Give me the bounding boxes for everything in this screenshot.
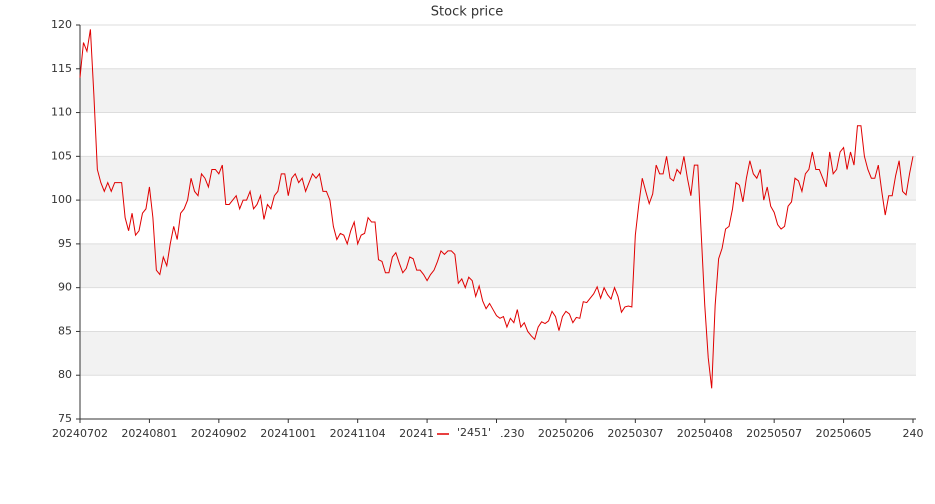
x-tick-label: 20250605: [816, 427, 872, 440]
y-tick-label: 105: [51, 149, 72, 162]
x-tick-label: 20250507: [746, 427, 802, 440]
x-tick-label: 20250307: [607, 427, 663, 440]
grid-band: [80, 331, 916, 376]
y-tick-label: 115: [51, 62, 72, 75]
y-tick-label: 95: [58, 237, 72, 250]
y-tick-label: 100: [51, 193, 72, 206]
chart-title: Stock price: [431, 5, 503, 20]
grid-band: [80, 68, 916, 113]
y-tick-label: 85: [58, 324, 72, 337]
legend: '2451': [433, 425, 501, 441]
legend-box: [433, 425, 501, 441]
y-tick-label: 80: [58, 368, 72, 381]
y-tick-label: 120: [51, 18, 72, 31]
y-tick-label: 90: [58, 281, 72, 294]
x-tick-label: 20250408: [677, 427, 733, 440]
y-tick-label: 110: [51, 106, 72, 119]
x-tick-label: 20240801: [121, 427, 177, 440]
x-tick-label: 20250206: [538, 427, 594, 440]
grid-band: [80, 243, 916, 288]
x-tick-label: 20241104: [330, 427, 386, 440]
legend-label: '2451': [457, 426, 491, 439]
grid-band: [80, 156, 916, 201]
x-tick-label: 240: [903, 427, 924, 440]
data-line: [79, 29, 914, 389]
x-tick-label: 20241001: [260, 427, 316, 440]
y-tick-label: 75: [58, 412, 72, 425]
x-tick-label: 20240902: [191, 427, 247, 440]
x-tick-label: 20240702: [52, 427, 108, 440]
